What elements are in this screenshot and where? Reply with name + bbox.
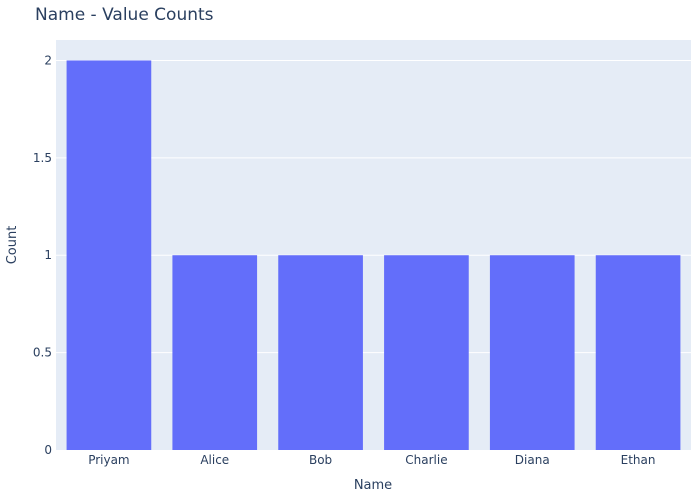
y-axis-title: Count [5,226,20,265]
x-tick-label: Priyam [88,453,129,467]
plot-area [56,40,691,450]
x-axis-ticks: Priyam Alice Bob Charlie Diana Ethan [88,453,655,467]
bar-ethan[interactable] [595,255,681,450]
chart-title: Name - Value Counts [35,5,214,25]
x-tick-label: Ethan [621,453,656,467]
bar-alice[interactable] [172,255,258,450]
y-axis-ticks: 0 0.5 1 1.5 2 [33,53,52,457]
bar-diana[interactable] [489,255,575,450]
gridlines [56,59,691,354]
bar-bob[interactable] [278,255,363,450]
bar-priyam[interactable] [66,60,152,451]
x-tick-label: Diana [515,453,550,467]
bar-charlie[interactable] [384,255,469,450]
bars-group [66,60,681,451]
y-tick-label: 2 [44,53,52,67]
y-tick-label: 0.5 [33,346,52,360]
x-tick-label: Charlie [405,453,447,467]
x-axis-title: Name [354,478,392,493]
x-tick-label: Alice [200,453,229,467]
y-tick-label: 1.5 [33,151,52,165]
y-tick-label: 0 [44,443,52,457]
x-tick-label: Bob [309,453,332,467]
y-tick-label: 1 [44,248,52,262]
